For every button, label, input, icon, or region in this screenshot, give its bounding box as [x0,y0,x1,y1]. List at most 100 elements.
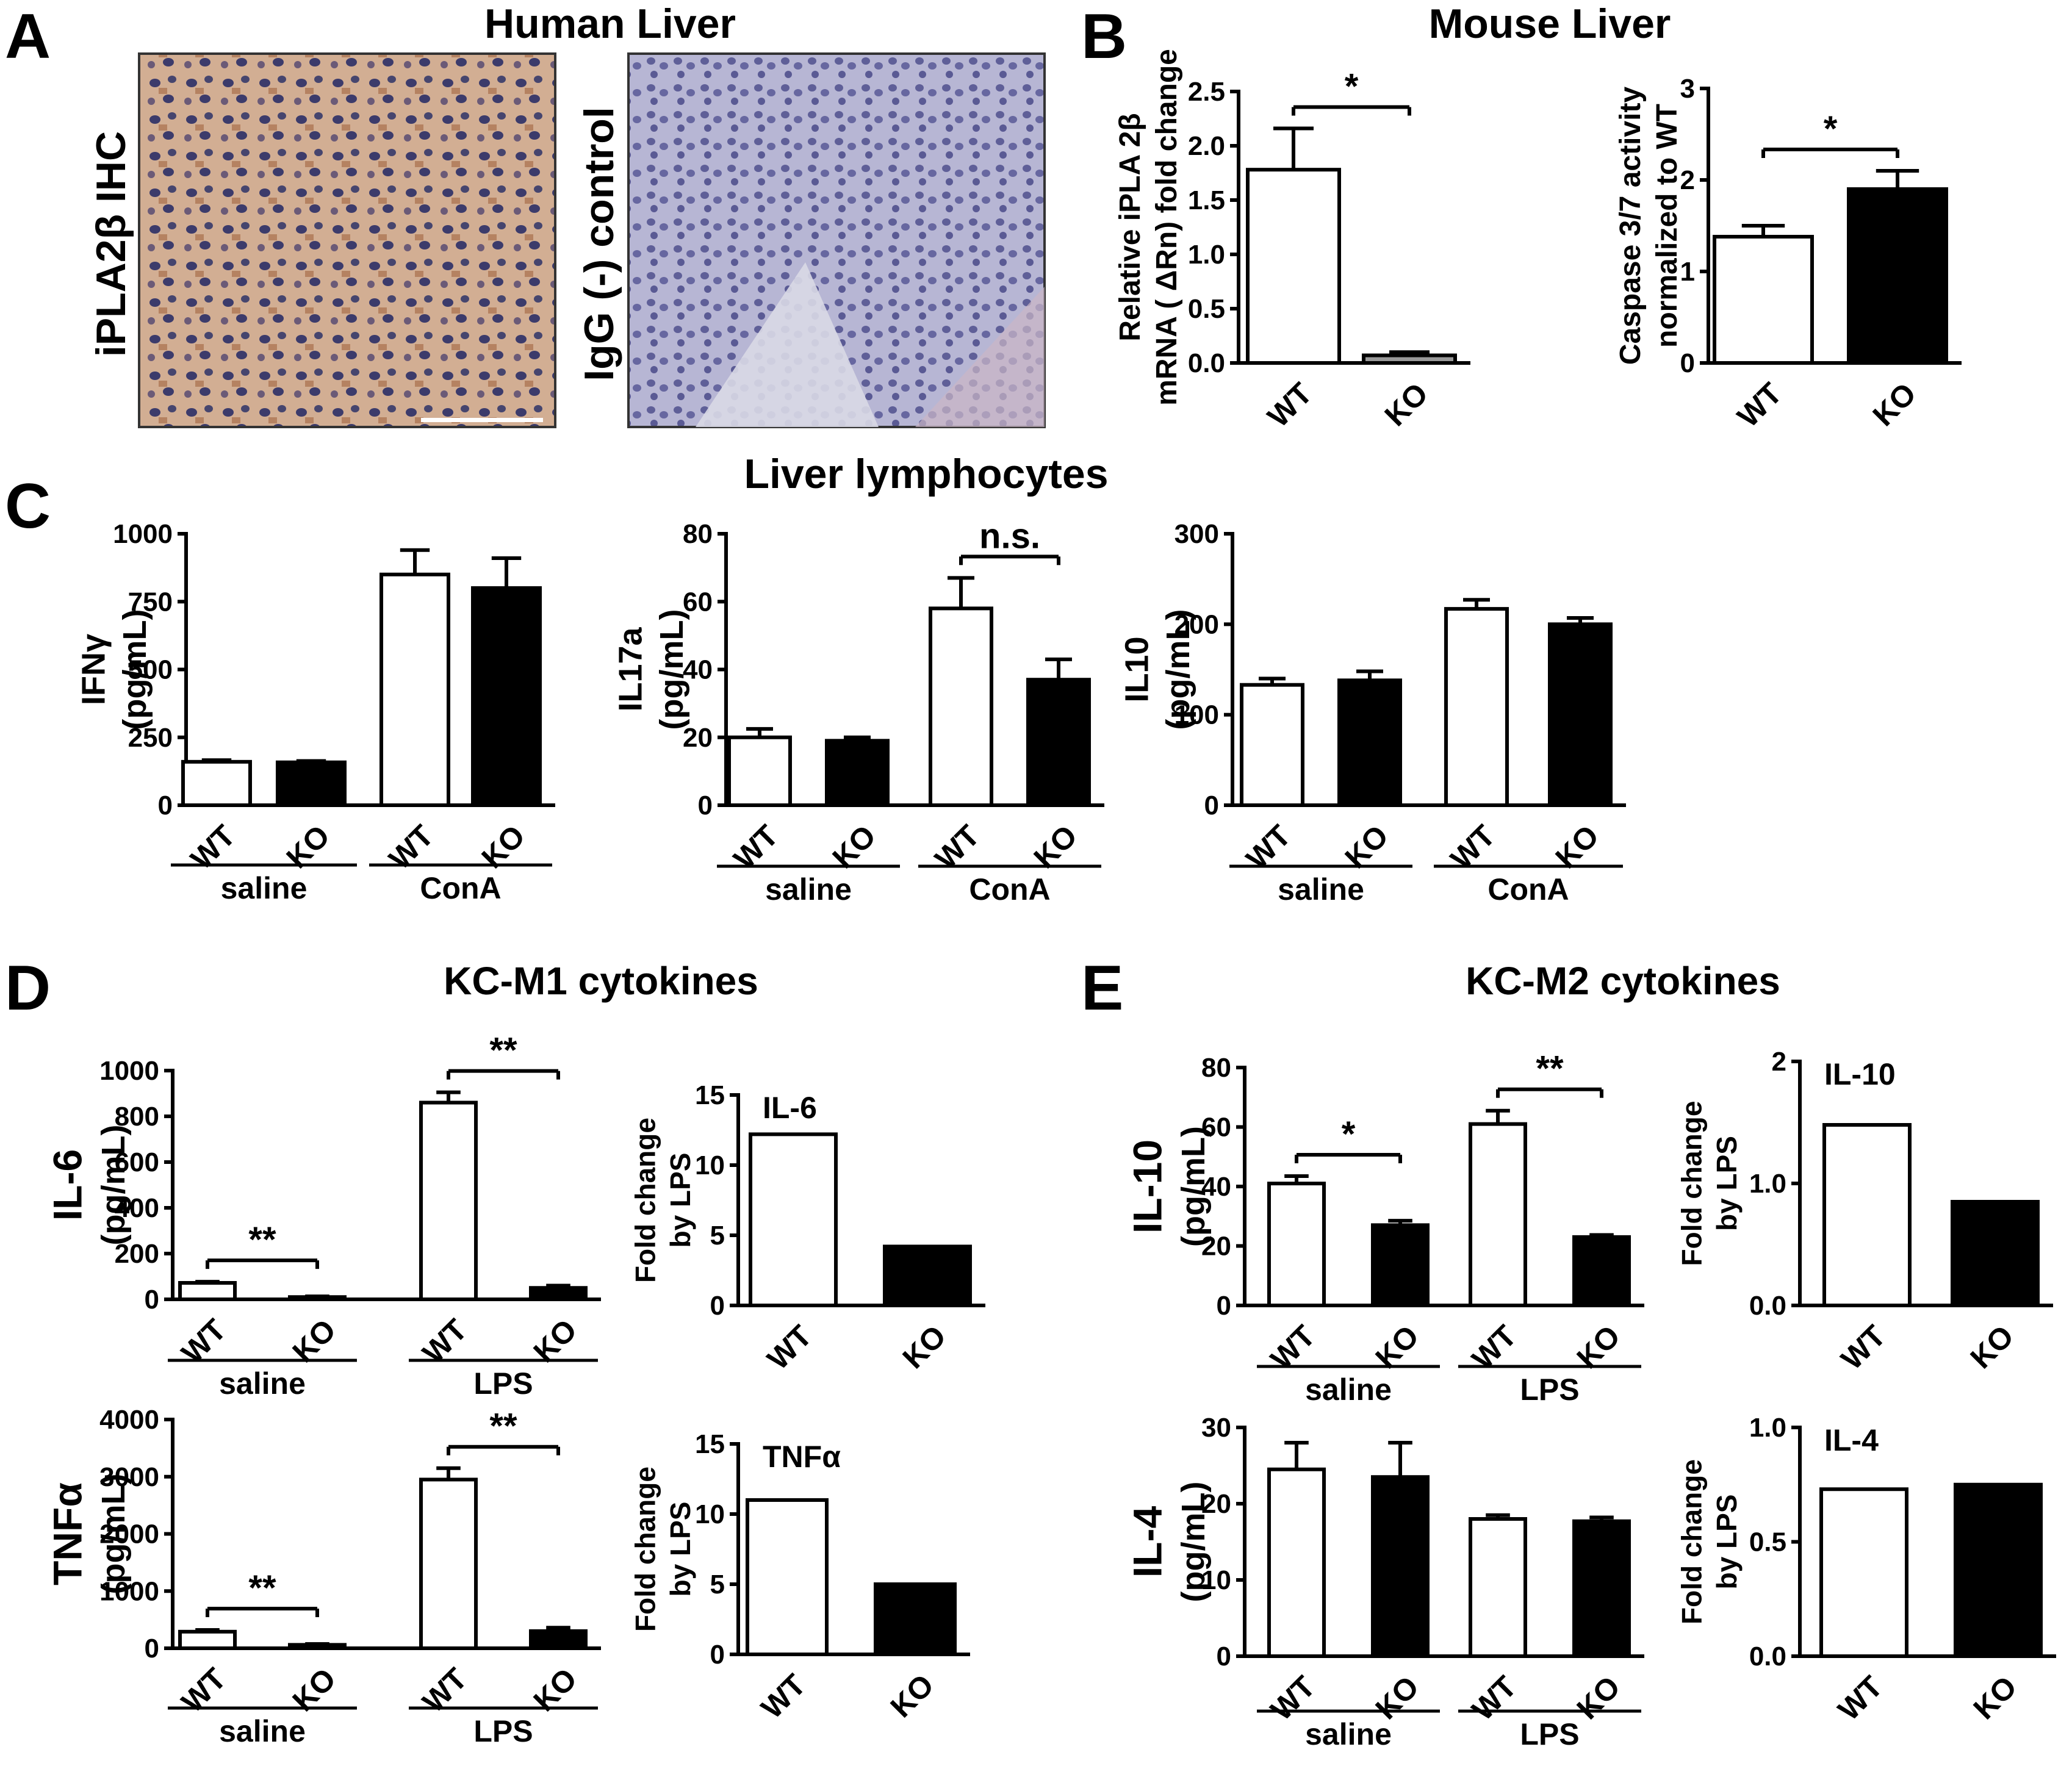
panel-label-d: D [5,953,51,1024]
group-label-saline: saline [1305,1717,1392,1751]
y-axis-label: IL17a [613,626,649,711]
bar-wt [929,606,993,807]
chart-title: IL-10 [1824,1057,1896,1091]
y-tick-label: 1000 [99,1056,159,1086]
x-tick-label: KO [1866,376,1923,433]
significance-label: ** [489,1031,517,1071]
bar-wt [380,572,450,807]
bar-wt [1469,1122,1527,1307]
group-label-saline: saline [221,871,308,905]
group-label-cona: ConA [420,871,501,905]
y-tick-label: 4000 [99,1405,159,1435]
significance-label: * [1824,109,1838,149]
y-tick-label: 40 [683,655,713,685]
significance-label: n.s. [979,516,1040,556]
y-axis-label: IL-4 [1125,1506,1170,1578]
y-tick-label: 0.0 [1749,1291,1786,1321]
chart-d4: 0 5 10 15 WT KO TNFα Fold change by LPS [630,1429,970,1725]
y-axis-label: Fold change [630,1466,661,1632]
chart-title: IL-4 [1824,1423,1879,1457]
y-tick-label: 400 [115,1193,159,1223]
y-tick-label: 20 [1201,1232,1231,1262]
significance-label: ** [248,1220,276,1260]
y-axis-label: Fold change [630,1118,661,1283]
bar-wt [1713,235,1814,365]
y-tick-label: 10 [695,1499,725,1529]
title-kc-m2: KC-M2 cytokines [1466,959,1780,1003]
x-tick-label: KO [884,1668,941,1725]
bar-wt [1267,1467,1326,1658]
y-tick-label: 0 [710,1640,725,1670]
y-tick-label: 2 [1680,165,1695,195]
chart-title: TNFα [763,1440,841,1474]
bar-ko [874,1582,957,1656]
group-label-cona: ConA [969,872,1050,906]
bar-ko [1572,1235,1631,1307]
panel-label-c: C [5,471,51,542]
micrograph-ihc: iPLA2β IHC [88,52,556,428]
y-tick-label: 100 [1174,700,1219,730]
y-axis-label: normalized to WT [1651,104,1683,348]
y-axis-label: IL-6 [45,1149,90,1221]
bar-wt [746,1498,829,1656]
panel-titles: Human Liver Mouse Liver Liver lymphocyte… [444,1,1780,1003]
chart-e2: 0.0 1.0 2 WT KO IL-10 Fold change by LPS [1676,1047,2053,1376]
y-tick-label: 5 [710,1221,725,1251]
y-tick-label: 60 [1201,1113,1231,1143]
y-axis-label: Fold change [1676,1459,1708,1624]
y-tick-label: 2.5 [1188,77,1225,107]
ihc-label: iPLA2β IHC [88,131,134,357]
y-tick-label: 15 [695,1080,725,1110]
y-tick-label: 2 [1772,1047,1786,1077]
y-tick-label: 200 [115,1239,159,1269]
bar-ko [883,1244,972,1308]
y-tick-label: 2000 [99,1520,159,1549]
bar-ko [529,1286,588,1301]
x-tick-label: WT [1731,376,1789,434]
group-label-lps: LPS [1520,1717,1579,1751]
y-tick-label: 600 [115,1147,159,1177]
y-tick-label: 1000 [113,519,173,549]
bar-ko [1572,1519,1631,1658]
bar-wt [1822,1123,1912,1307]
y-axis-label: (pg/mL) [1160,609,1196,730]
y-tick-label: 80 [683,519,713,549]
panel-labels: A B C D E [5,1,1127,1024]
y-tick-label: 10 [695,1150,725,1180]
bar-ko [1371,1475,1430,1658]
bar-ko [1371,1223,1430,1307]
y-tick-label: 80 [1201,1053,1231,1083]
significance-label: ** [1536,1049,1564,1089]
group-label-saline: saline [219,1714,306,1748]
y-axis-label: (pg/mL) [95,1474,132,1595]
bar-ko [1548,622,1613,807]
bar-ko [825,739,890,807]
y-axis-label: by LPS [664,1502,696,1597]
y-axis-label: (pg/mL) [95,1125,132,1246]
y-tick-label: 1.0 [1749,1169,1786,1199]
y-axis-label: Fold change [1676,1101,1708,1266]
title-liver-lymphocytes: Liver lymphocytes [744,451,1108,497]
bar-wt [1246,168,1341,365]
group-label-saline: saline [1305,1373,1392,1407]
y-axis-label: Caspase 3/7 activity [1614,87,1647,365]
y-tick-label: 0 [710,1291,725,1321]
bar-ko [1337,678,1402,808]
y-axis-label: mRNA ( ΔRn) fold change [1151,49,1183,406]
y-tick-label: 10 [1201,1565,1231,1595]
bar-ko [471,586,542,807]
y-tick-label: 0.0 [1749,1642,1786,1671]
y-tick-label: 1.0 [1749,1413,1786,1443]
significance-label: * [1345,67,1359,107]
group-label-lps: LPS [473,1366,533,1401]
x-tick-label: KO [896,1319,953,1376]
y-tick-label: 300 [1174,519,1219,549]
significance-label: * [1342,1115,1356,1154]
y-tick-label: 800 [115,1102,159,1132]
bar-wt [419,1100,478,1301]
bar-wt [181,759,252,808]
